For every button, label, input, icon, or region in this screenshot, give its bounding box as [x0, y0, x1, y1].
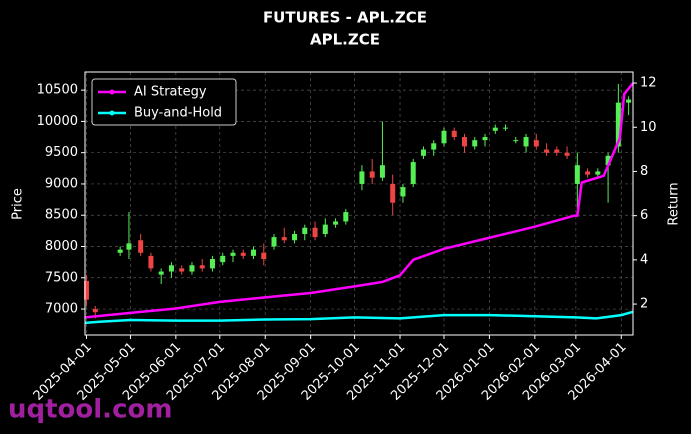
y-tick-label: 7500 — [45, 270, 78, 285]
legend-marker — [109, 89, 115, 95]
candle-body — [220, 255, 226, 263]
candle-body — [251, 249, 257, 256]
candle-body — [431, 143, 437, 150]
candle-body — [83, 280, 89, 300]
candle-body — [117, 249, 123, 253]
candle-body — [595, 171, 601, 175]
chart-subtitle: APL.ZCE — [310, 31, 380, 49]
candle-body — [544, 149, 550, 153]
legend-marker — [109, 110, 115, 116]
candle-body — [312, 227, 318, 238]
candle-body — [605, 155, 611, 166]
candle-body — [281, 237, 287, 241]
candle-body — [230, 252, 236, 256]
y2-tick-label: 6 — [640, 208, 648, 223]
candle-body — [138, 240, 144, 253]
candle-body — [333, 221, 339, 225]
legend-label: Buy-and-Hold — [134, 106, 222, 121]
candle-body — [92, 309, 98, 313]
candle-body — [369, 171, 375, 178]
y-tick-label: 9500 — [45, 145, 78, 160]
candle-body — [441, 130, 447, 144]
candle-body — [615, 102, 621, 147]
candle-body — [271, 237, 277, 247]
candle-body — [302, 227, 308, 234]
y-tick-label: 10500 — [37, 83, 78, 98]
candle-body — [148, 255, 154, 269]
y-tick-label: 7000 — [45, 302, 78, 317]
watermark: uqtool.com — [8, 395, 172, 425]
y-tick-label: 10000 — [37, 114, 78, 129]
candle-body — [292, 233, 298, 241]
candle-body — [390, 183, 396, 203]
y-tick-label: 8500 — [45, 208, 78, 223]
candle-body — [554, 149, 560, 153]
legend-box — [91, 78, 237, 126]
candle-body — [503, 127, 509, 129]
candle-body — [189, 265, 195, 272]
candle-body — [585, 171, 591, 175]
candle-body — [420, 149, 426, 156]
candle-body — [379, 165, 385, 178]
candle-body — [343, 212, 349, 222]
candle-body — [209, 259, 215, 269]
candle-body — [199, 265, 205, 269]
candle-body — [410, 162, 416, 184]
candle-body — [158, 271, 164, 275]
candle-body — [179, 268, 185, 272]
y2-tick-label: 8 — [640, 164, 648, 179]
candle-body — [523, 137, 529, 147]
legend-label: AI Strategy — [134, 85, 207, 100]
candle-body — [482, 137, 488, 141]
return-line — [84, 82, 634, 319]
y2-tick-label: 2 — [640, 297, 648, 312]
y-axis-label: Price — [11, 188, 26, 220]
plot-frame — [84, 71, 634, 336]
candle-body — [240, 252, 246, 256]
candle-body — [564, 152, 570, 156]
candle-body — [513, 140, 519, 142]
candle-body — [359, 171, 365, 184]
return-line — [84, 310, 634, 325]
candle-body — [574, 165, 580, 184]
y-tick-label: 9000 — [45, 176, 78, 191]
candle-body — [261, 252, 267, 260]
y2-tick-label: 12 — [640, 76, 657, 91]
candle-body — [400, 187, 406, 197]
y2-tick-label: 4 — [640, 252, 648, 267]
candle-body — [322, 224, 328, 234]
chart-title: FUTURES - APL.ZCE — [263, 9, 427, 27]
candle-body — [533, 140, 539, 147]
candle-body — [461, 137, 467, 147]
y-tick-label: 8000 — [45, 239, 78, 254]
candle-body — [492, 127, 498, 131]
y2-axis-label: Return — [667, 182, 682, 225]
candle-body — [126, 243, 132, 250]
y2-tick-label: 10 — [640, 120, 657, 135]
candle-body — [168, 265, 174, 272]
candle-body — [451, 130, 457, 138]
candle-body — [472, 140, 478, 147]
candle-body — [626, 99, 632, 103]
